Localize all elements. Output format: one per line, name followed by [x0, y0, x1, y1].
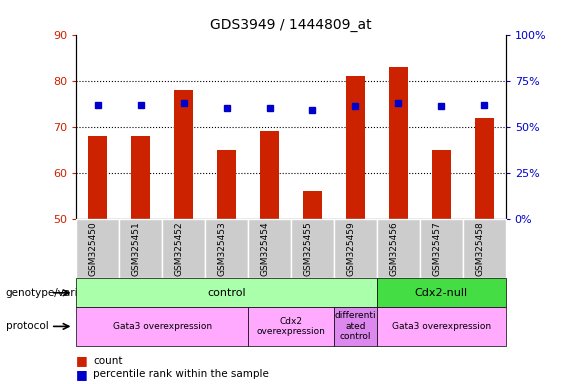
- Text: GSM325451: GSM325451: [132, 221, 141, 276]
- Text: GSM325453: GSM325453: [218, 221, 227, 276]
- Text: control: control: [207, 288, 246, 298]
- Text: count: count: [93, 356, 123, 366]
- Text: GSM325457: GSM325457: [432, 221, 441, 276]
- Text: GSM325452: GSM325452: [175, 221, 184, 276]
- Text: Gata3 overexpression: Gata3 overexpression: [112, 322, 212, 331]
- Text: Gata3 overexpression: Gata3 overexpression: [392, 322, 491, 331]
- Text: GSM325459: GSM325459: [346, 221, 355, 276]
- Text: ■: ■: [76, 354, 88, 367]
- Text: percentile rank within the sample: percentile rank within the sample: [93, 369, 269, 379]
- Bar: [303, 191, 322, 219]
- Text: Cdx2
overexpression: Cdx2 overexpression: [257, 317, 325, 336]
- Text: GSM325458: GSM325458: [475, 221, 484, 276]
- Text: differenti
ated
control: differenti ated control: [334, 311, 376, 341]
- Bar: [217, 150, 236, 219]
- Bar: [174, 90, 193, 219]
- Title: GDS3949 / 1444809_at: GDS3949 / 1444809_at: [210, 18, 372, 32]
- Bar: [346, 76, 365, 219]
- Bar: [432, 150, 451, 219]
- Bar: [475, 118, 494, 219]
- Text: protocol: protocol: [6, 321, 49, 331]
- Text: ■: ■: [76, 368, 88, 381]
- Bar: [88, 136, 107, 219]
- Text: GSM325456: GSM325456: [389, 221, 398, 276]
- Bar: [389, 67, 408, 219]
- Text: Cdx2-null: Cdx2-null: [415, 288, 468, 298]
- Text: GSM325455: GSM325455: [303, 221, 312, 276]
- Bar: [260, 131, 279, 219]
- Text: GSM325454: GSM325454: [260, 221, 270, 276]
- Text: genotype/variation: genotype/variation: [6, 288, 105, 298]
- Bar: [131, 136, 150, 219]
- Text: GSM325450: GSM325450: [89, 221, 98, 276]
